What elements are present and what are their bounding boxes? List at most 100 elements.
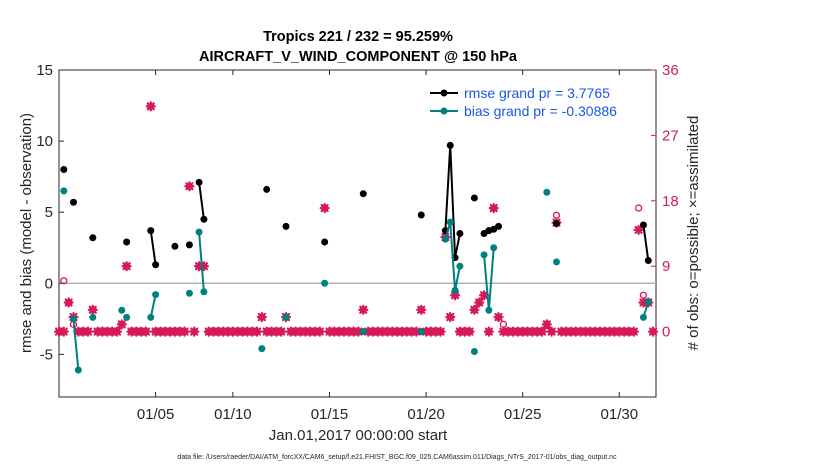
legend: rmse grand pr = 3.7765 bias grand pr = -… — [424, 80, 652, 122]
bias-line — [444, 221, 461, 291]
obs-assimilated-marker — [319, 202, 330, 214]
x-tick-label: 01/10 — [214, 406, 252, 423]
rmse-point — [147, 227, 155, 235]
legend-bias-marker — [440, 107, 448, 115]
bias-point — [258, 345, 266, 353]
obs-assimilated-marker — [145, 101, 156, 112]
obs-assimilated-marker — [179, 326, 190, 337]
legend-bias-label: bias grand pr = -0.30886 — [464, 103, 617, 119]
rmse-point — [639, 221, 647, 229]
obs-assimilated-marker — [435, 326, 446, 337]
rmse-point — [263, 185, 271, 193]
obs-assimilated-marker — [469, 304, 480, 315]
x-tick-label: 01/15 — [311, 406, 349, 423]
rmse-line — [642, 224, 650, 261]
rmse-point — [644, 257, 652, 265]
obs-assimilated-marker — [353, 326, 364, 337]
bias-point — [441, 235, 449, 243]
obs-possible-marker — [634, 204, 643, 212]
plot-area — [58, 69, 657, 398]
rmse-point — [446, 141, 454, 149]
obs-assimilated-marker — [546, 326, 557, 337]
y-tick-label-right: 0 — [662, 324, 670, 341]
obs-assimilated-marker — [478, 290, 490, 301]
obs-assimilated-marker — [87, 304, 98, 315]
bias-point — [200, 288, 208, 296]
obs-assimilated-marker — [488, 202, 499, 214]
rmse-point — [470, 194, 478, 202]
legend-rmse-marker — [440, 89, 448, 97]
bias-point — [543, 188, 551, 196]
legend-box — [424, 80, 652, 122]
y-axis-right: 0 9 18 27 36 — [651, 62, 679, 341]
y-tick-label-left: 5 — [45, 204, 53, 221]
rmse-point — [321, 238, 329, 246]
bias-line — [72, 318, 80, 371]
obs-assimilated-marker — [493, 311, 504, 323]
rmse-point — [359, 190, 367, 198]
obs-assimilated-marker — [648, 326, 659, 337]
obs-assimilated-marker — [464, 326, 475, 337]
bias-point — [451, 286, 459, 294]
data-file-footer: data file: /Users/raeder/DAI/ATM_forcXX/… — [177, 454, 617, 461]
bias-point — [147, 313, 155, 321]
rmse-point — [89, 234, 97, 242]
legend-rmse-label: rmse grand pr = 3.7765 — [464, 85, 610, 101]
obs-assimilated-marker — [82, 326, 94, 337]
bias-point — [69, 315, 77, 323]
rmse-line — [198, 182, 205, 220]
x-tick-label: 01/30 — [601, 406, 639, 423]
rmse-point — [123, 238, 131, 246]
obs-assimilated-marker — [633, 224, 644, 235]
rmse-point — [495, 222, 503, 230]
y-tick-label-right: 18 — [662, 193, 679, 210]
bias-point — [282, 313, 290, 321]
bias-point — [639, 313, 647, 321]
rmse-point — [282, 222, 290, 230]
bias-point — [74, 366, 82, 374]
bias-point — [470, 348, 478, 356]
y-tick-label-left: -5 — [40, 346, 53, 363]
y-tick-label-left: 0 — [45, 275, 53, 292]
x-axis-label: Jan.01,2017 00:00:00 start — [269, 427, 448, 444]
bias-point — [60, 187, 68, 195]
obs-assimilated-marker — [189, 326, 200, 337]
rmse-point — [456, 230, 464, 237]
bias-line — [198, 231, 205, 292]
rmse-point — [69, 198, 77, 206]
obs-assimilated-marker — [276, 326, 287, 337]
bias-point — [185, 289, 193, 297]
obs-assimilated-marker — [140, 326, 152, 337]
bias-point — [123, 313, 131, 321]
x-tick-label: 01/05 — [137, 406, 175, 423]
bias-point — [490, 244, 498, 252]
y-axis-left: -5 0 5 10 15 — [36, 62, 64, 363]
bias-point — [359, 328, 367, 336]
obs-assimilated-marker — [63, 297, 74, 308]
obs-assimilated-marker — [58, 326, 69, 337]
obs-assimilated-marker — [411, 326, 422, 337]
obs-assimilated-marker — [416, 304, 427, 315]
bias-line — [149, 294, 157, 318]
obs-assimilated-marker — [116, 319, 127, 330]
obs-assimilated-marker — [198, 261, 210, 272]
y-tick-label-right: 9 — [662, 258, 670, 275]
obs-assimilated-marker — [314, 326, 325, 337]
obs-assimilated-marker — [483, 326, 494, 337]
obs-assimilated-marker — [541, 319, 552, 330]
x-axis: 01/05 01/10 01/15 01/20 01/25 01/30 — [137, 70, 638, 423]
obs-assimilated-marker — [474, 297, 485, 308]
rmse-point — [185, 241, 193, 249]
bias-point — [417, 328, 425, 336]
obs-assimilated-marker — [445, 311, 456, 323]
y-tick-label-right: 27 — [662, 127, 679, 144]
rmse-point — [171, 242, 179, 250]
bias-point — [553, 258, 560, 266]
obs-assimilated-marker — [251, 326, 263, 337]
obs-assimilated-marker — [358, 304, 369, 315]
bias-point — [89, 313, 97, 321]
chart-subtitle: AIRCRAFT_V_WIND_COMPONENT @ 150 hPa — [199, 49, 518, 65]
bias-point — [480, 251, 488, 259]
